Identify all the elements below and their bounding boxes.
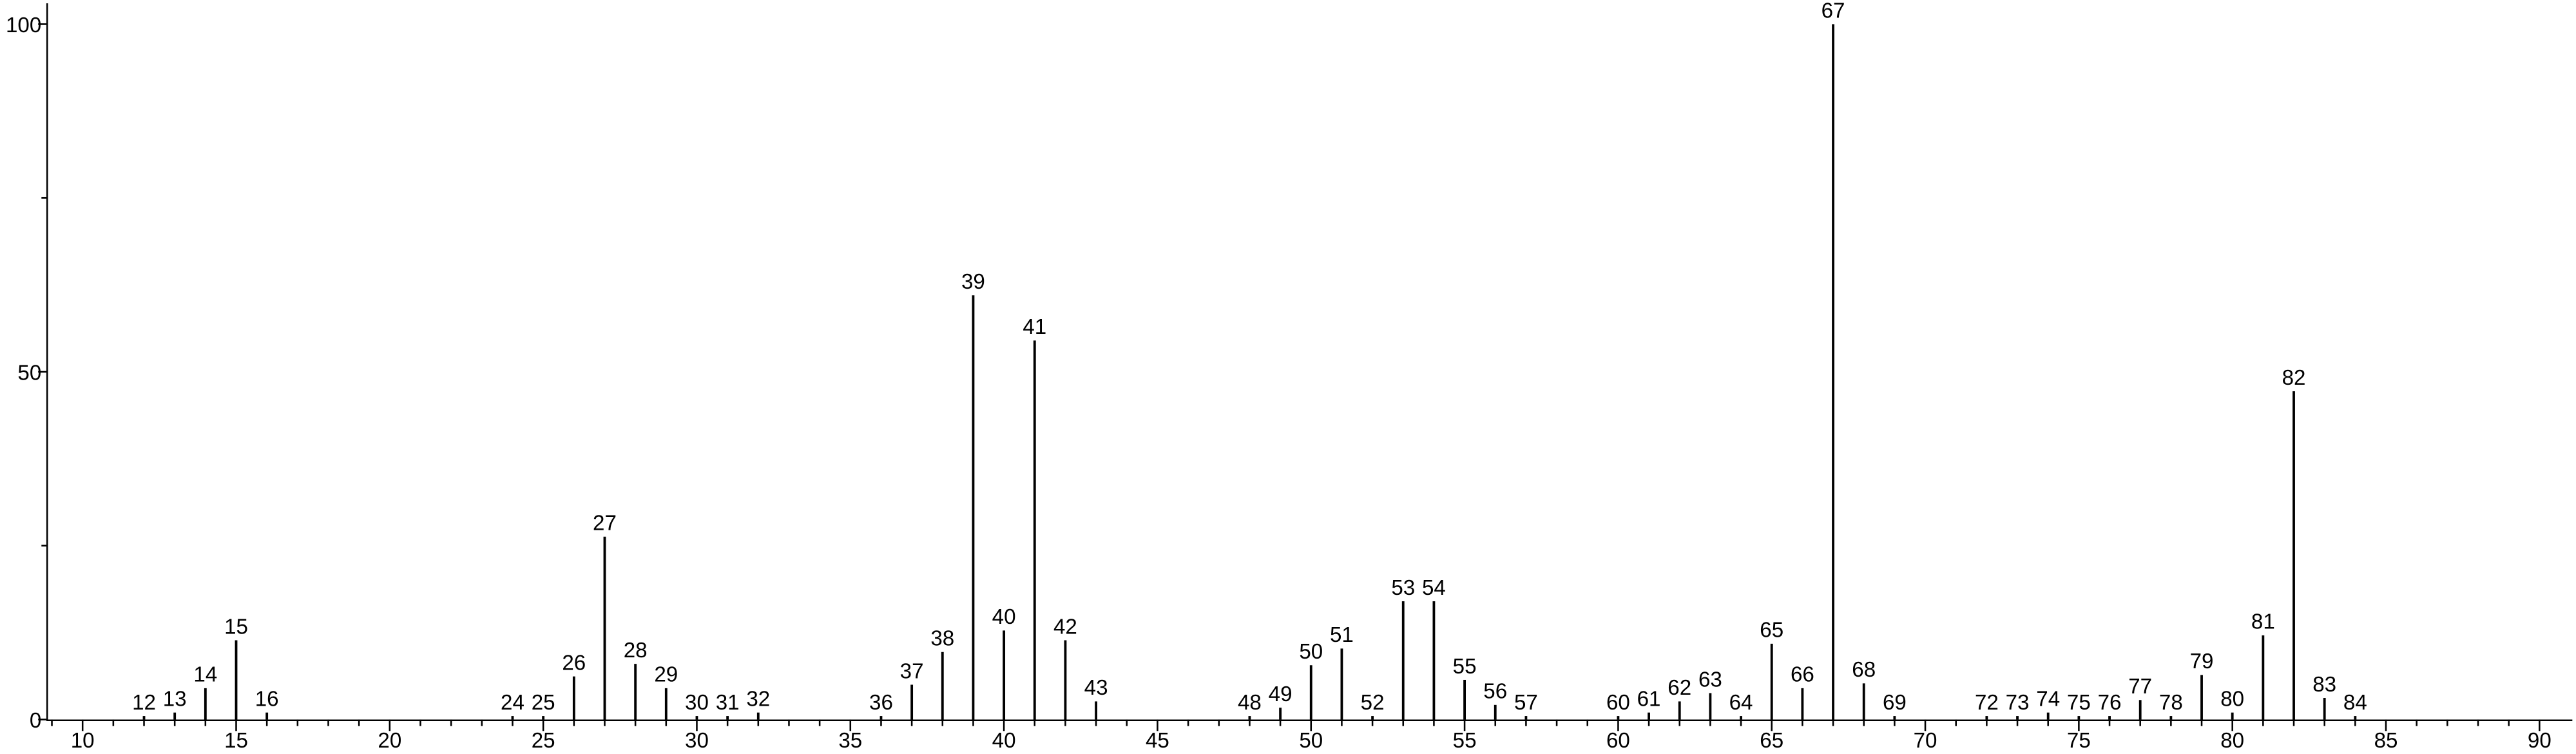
peak-label: 75 [2067, 691, 2091, 715]
peak-label: 56 [1483, 680, 1507, 704]
x-tick-label: 25 [532, 729, 555, 753]
peak-label: 55 [1453, 655, 1477, 679]
peak-label: 66 [1791, 663, 1814, 687]
x-tick-label: 85 [2374, 729, 2398, 753]
peak-label: 16 [255, 687, 279, 711]
peak-label: 68 [1852, 658, 1876, 682]
peak-label: 50 [1299, 640, 1323, 664]
peak-label: 28 [624, 639, 648, 662]
peak-label: 77 [2128, 675, 2152, 699]
peak-label: 72 [1975, 691, 1999, 715]
peak-label: 63 [1698, 668, 1722, 691]
peak-label: 43 [1084, 676, 1108, 700]
x-tick-label: 80 [2220, 729, 2244, 753]
peak-label: 78 [2159, 691, 2183, 715]
peak-label: 42 [1053, 615, 1077, 639]
x-tick-label: 90 [2528, 729, 2552, 753]
x-tick-label: 75 [2067, 729, 2091, 753]
x-tick-label: 15 [224, 729, 248, 753]
x-tick-label: 55 [1453, 729, 1477, 753]
peak-label: 57 [1514, 691, 1538, 715]
peak-label: 15 [224, 615, 248, 639]
peak-label: 41 [1023, 315, 1046, 339]
x-tick-label: 10 [71, 729, 95, 753]
x-tick-label: 30 [685, 729, 709, 753]
peak-label: 60 [1606, 691, 1630, 715]
peak-label: 12 [132, 691, 156, 715]
peak-label: 52 [1361, 691, 1385, 715]
x-tick-label: 60 [1606, 729, 1630, 753]
peak-label: 81 [2251, 610, 2275, 634]
peak-label: 82 [2282, 366, 2306, 390]
peak-label: 37 [900, 659, 924, 683]
x-tick-label: 65 [1760, 729, 1783, 753]
peak-label: 39 [961, 270, 985, 294]
x-tick-label: 50 [1299, 729, 1323, 753]
peak-label: 14 [193, 663, 217, 687]
x-tick-label: 45 [1146, 729, 1169, 753]
y-tick-label: 100 [6, 14, 41, 37]
peak-label: 36 [869, 691, 893, 715]
peak-label: 27 [593, 511, 617, 535]
peak-label: 38 [930, 627, 954, 651]
peak-label: 62 [1668, 676, 1691, 700]
peak-label: 25 [532, 691, 555, 715]
peak-label: 29 [654, 663, 678, 687]
peak-label: 49 [1269, 682, 1293, 706]
peak-label: 26 [562, 651, 586, 675]
peak-label: 83 [2312, 673, 2336, 697]
peak-label: 24 [501, 691, 524, 715]
peak-label: 84 [2343, 691, 2367, 715]
peak-label: 30 [685, 691, 709, 715]
x-tick-label: 35 [838, 729, 862, 753]
peak-label: 65 [1760, 619, 1783, 643]
peak-label: 64 [1729, 691, 1753, 715]
peak-label: 80 [2220, 687, 2244, 711]
peak-label: 53 [1391, 576, 1415, 600]
peak-label: 61 [1637, 687, 1661, 711]
peak-label: 76 [2098, 691, 2122, 715]
peak-label: 69 [1883, 691, 1907, 715]
y-tick-label: 0 [30, 709, 41, 733]
peak-label: 79 [2190, 650, 2214, 673]
x-tick-label: 70 [1914, 729, 1937, 753]
x-tick-label: 40 [992, 729, 1016, 753]
x-tick-label: 20 [378, 729, 401, 753]
peak-label: 13 [163, 687, 187, 711]
peak-label: 40 [992, 605, 1016, 629]
peak-label: 67 [1821, 0, 1845, 23]
peak-label: 54 [1422, 576, 1446, 600]
peak-label: 51 [1330, 623, 1354, 647]
peak-label: 48 [1238, 691, 1262, 715]
peak-label: 74 [2036, 687, 2060, 711]
y-tick-label: 50 [17, 362, 41, 385]
peak-label: 32 [746, 687, 770, 711]
peak-label: 73 [2006, 691, 2030, 715]
peak-label: 31 [716, 691, 740, 715]
